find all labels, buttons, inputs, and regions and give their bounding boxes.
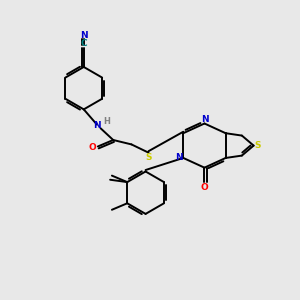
Text: S: S [146,153,152,162]
Text: O: O [201,183,208,192]
Text: S: S [255,141,261,150]
Text: C: C [80,39,87,48]
Text: N: N [201,115,208,124]
Text: N: N [80,31,87,40]
Text: N: N [93,121,101,130]
Text: H: H [103,117,110,126]
Text: O: O [89,143,97,152]
Text: N: N [175,153,183,162]
